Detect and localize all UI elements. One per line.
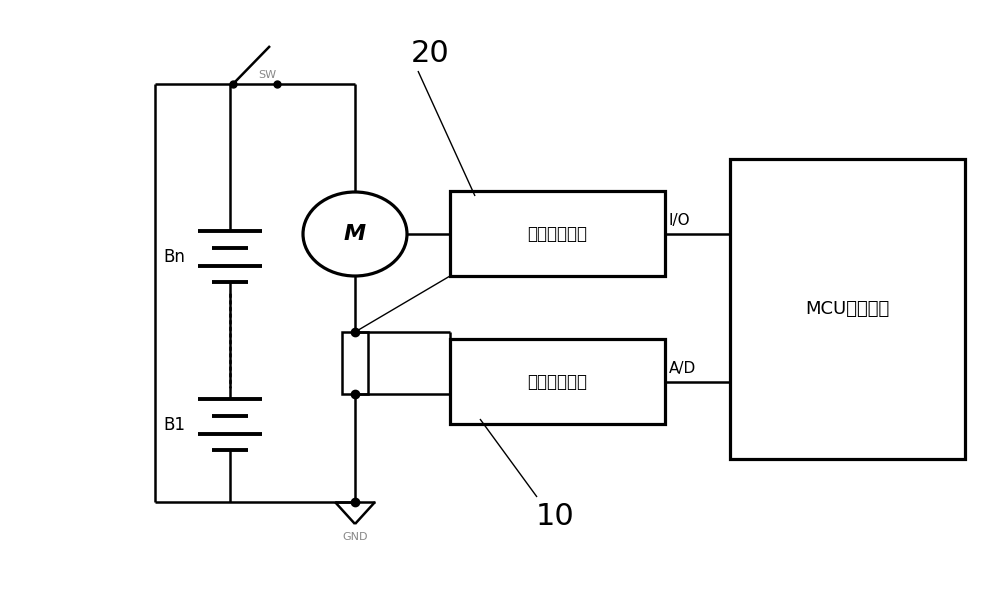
Bar [730, 159, 965, 459]
Text: SW: SW [258, 70, 276, 80]
Text: GND: GND [342, 532, 368, 542]
Text: MCU微控单元: MCU微控单元 [805, 300, 890, 318]
Bar [450, 339, 665, 424]
Text: Bn: Bn [163, 248, 185, 266]
Text: 20: 20 [411, 39, 449, 68]
Bar [450, 191, 665, 276]
Text: I/O: I/O [669, 213, 691, 228]
Text: 10: 10 [536, 502, 574, 531]
Text: B1: B1 [163, 416, 185, 434]
Text: 过流保护模块: 过流保护模块 [528, 225, 588, 242]
Text: A/D: A/D [669, 361, 696, 375]
Bar [342, 332, 368, 394]
Text: 电流采样模块: 电流采样模块 [528, 372, 588, 390]
Text: M: M [344, 224, 366, 244]
